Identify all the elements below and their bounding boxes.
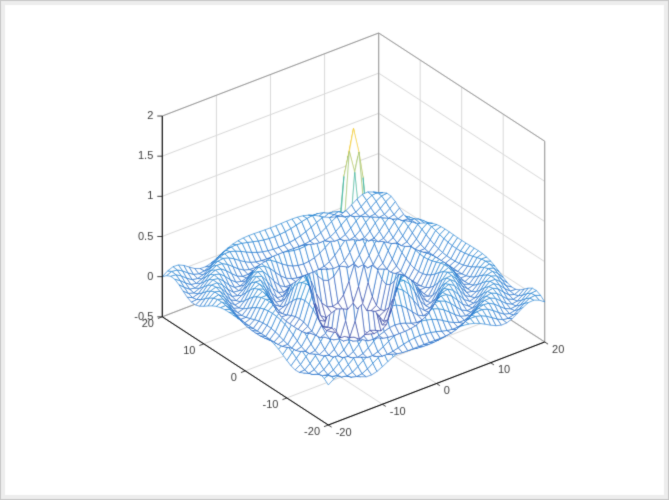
- surface-plot-canvas: [0, 0, 669, 500]
- figure-window: [0, 0, 669, 500]
